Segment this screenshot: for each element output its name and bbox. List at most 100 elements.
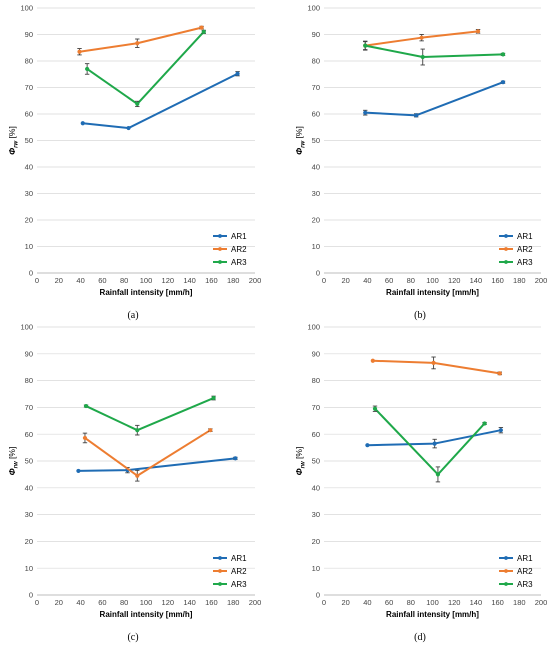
- y-tick-label: 70: [312, 83, 320, 92]
- y-tick-label: 80: [25, 57, 33, 66]
- y-tick-label: 90: [25, 30, 33, 39]
- y-axis-symbol: Φ: [7, 468, 17, 475]
- data-point: [420, 54, 425, 60]
- x-tick-label: 40: [76, 598, 84, 607]
- legend-label: AR1: [231, 554, 247, 563]
- x-tick-label: 120: [448, 276, 461, 285]
- y-tick-label: 30: [312, 189, 320, 198]
- x-tick-label: 100: [140, 598, 153, 607]
- y-tick-label: 0: [316, 591, 320, 600]
- legend-label: AR1: [231, 232, 247, 241]
- y-axis-title: Φrw [%]: [294, 447, 307, 476]
- data-point: [199, 25, 204, 30]
- y-tick-label: 20: [312, 537, 320, 546]
- y-tick-label: 40: [312, 483, 320, 492]
- legend-marker: [218, 569, 222, 573]
- x-tick-label: 180: [513, 276, 526, 285]
- x-tick-label: 0: [35, 276, 39, 285]
- data-point: [363, 43, 368, 48]
- y-tick-label: 50: [25, 136, 33, 145]
- y-axis-subscript: rw: [301, 141, 307, 148]
- x-tick-label: 140: [470, 276, 483, 285]
- x-tick-label: 200: [249, 276, 262, 285]
- y-tick-label: 10: [312, 564, 320, 573]
- series-ar1: [363, 80, 506, 118]
- legend-marker: [504, 260, 508, 264]
- legend-marker: [504, 582, 508, 586]
- y-axis-unit: [%]: [294, 126, 304, 141]
- y-tick-label: 80: [312, 376, 320, 385]
- y-tick-label: 30: [25, 510, 33, 519]
- y-axis-title: Φrw [%]: [7, 126, 20, 155]
- series-line-ar2: [372, 359, 500, 375]
- data-point: [365, 443, 370, 448]
- legend-marker: [218, 247, 222, 251]
- x-tick-label: 0: [322, 598, 326, 607]
- x-tick-label: 80: [120, 276, 128, 285]
- y-tick-label: 60: [25, 110, 33, 119]
- y-tick-label: 40: [25, 483, 33, 492]
- x-axis-title: Rainfall intensity [mm/h]: [100, 288, 193, 297]
- legend-label: AR3: [231, 258, 247, 267]
- y-tick-label: 90: [312, 349, 320, 358]
- x-tick-label: 80: [120, 598, 128, 607]
- legend-label: AR3: [231, 580, 247, 589]
- chart-panel-c: 0 10 20 30 40 50 60 70 80 90 100 0 20 40 60 80 100 120 140…: [7, 323, 261, 643]
- legend: AR1 AR2 AR3: [213, 232, 247, 267]
- x-tick-label: 40: [363, 598, 371, 607]
- x-tick-label: 0: [322, 276, 326, 285]
- x-tick-label: 160: [491, 598, 504, 607]
- y-axis-symbol: Φ: [294, 468, 304, 475]
- y-tick-label: 0: [29, 591, 33, 600]
- y-tick-label: 50: [25, 457, 33, 466]
- y-tick-label: 10: [25, 564, 33, 573]
- legend-marker: [218, 556, 222, 560]
- y-tick-label: 80: [312, 57, 320, 66]
- x-tick-label: 60: [98, 276, 106, 285]
- series-ar2: [363, 29, 481, 51]
- series-ar1: [365, 427, 504, 449]
- data-point: [80, 121, 85, 126]
- data-point: [431, 360, 436, 366]
- series-ar1: [80, 71, 240, 131]
- legend: AR1 AR2 AR3: [213, 554, 247, 589]
- legend-marker: [504, 556, 508, 560]
- y-tick-label: 30: [312, 510, 320, 519]
- y-tick-label: 10: [25, 242, 33, 251]
- legend-label: AR1: [517, 554, 533, 563]
- y-tick-label: 100: [20, 4, 33, 13]
- x-axis-title: Rainfall intensity [mm/h]: [100, 610, 193, 619]
- x-tick-label: 40: [76, 276, 84, 285]
- data-point: [498, 428, 503, 433]
- data-point: [126, 125, 131, 131]
- x-tick-label: 80: [407, 598, 415, 607]
- x-tick-label: 20: [55, 598, 63, 607]
- legend-label: AR2: [517, 245, 533, 254]
- x-tick-label: 0: [35, 598, 39, 607]
- x-tick-label: 120: [448, 598, 461, 607]
- legend-marker: [218, 260, 222, 264]
- data-point: [135, 101, 140, 107]
- y-tick-label: 100: [20, 323, 33, 332]
- y-axis-subscript: rw: [14, 141, 20, 148]
- data-point: [482, 421, 487, 426]
- x-tick-label: 40: [363, 276, 371, 285]
- data-point: [497, 371, 502, 376]
- y-tick-label: 70: [25, 83, 33, 92]
- x-axis-title: Rainfall intensity [mm/h]: [386, 288, 479, 297]
- x-tick-label: 140: [183, 598, 196, 607]
- x-tick-label: 100: [140, 276, 153, 285]
- data-point: [500, 52, 506, 57]
- x-tick-label: 100: [426, 276, 439, 285]
- series-ar3: [372, 405, 487, 483]
- x-tick-label: 200: [535, 598, 548, 607]
- data-point: [500, 80, 506, 85]
- x-tick-label: 80: [407, 276, 415, 285]
- y-tick-label: 30: [25, 189, 33, 198]
- y-axis-unit: [%]: [7, 447, 17, 462]
- chart-panel-d: 0 10 20 30 40 50 60 70 80 90 100 0 20 40 60 80 100 120 140…: [294, 323, 547, 643]
- y-tick-label: 80: [25, 376, 33, 385]
- x-tick-label: 140: [183, 276, 196, 285]
- data-point: [475, 29, 481, 34]
